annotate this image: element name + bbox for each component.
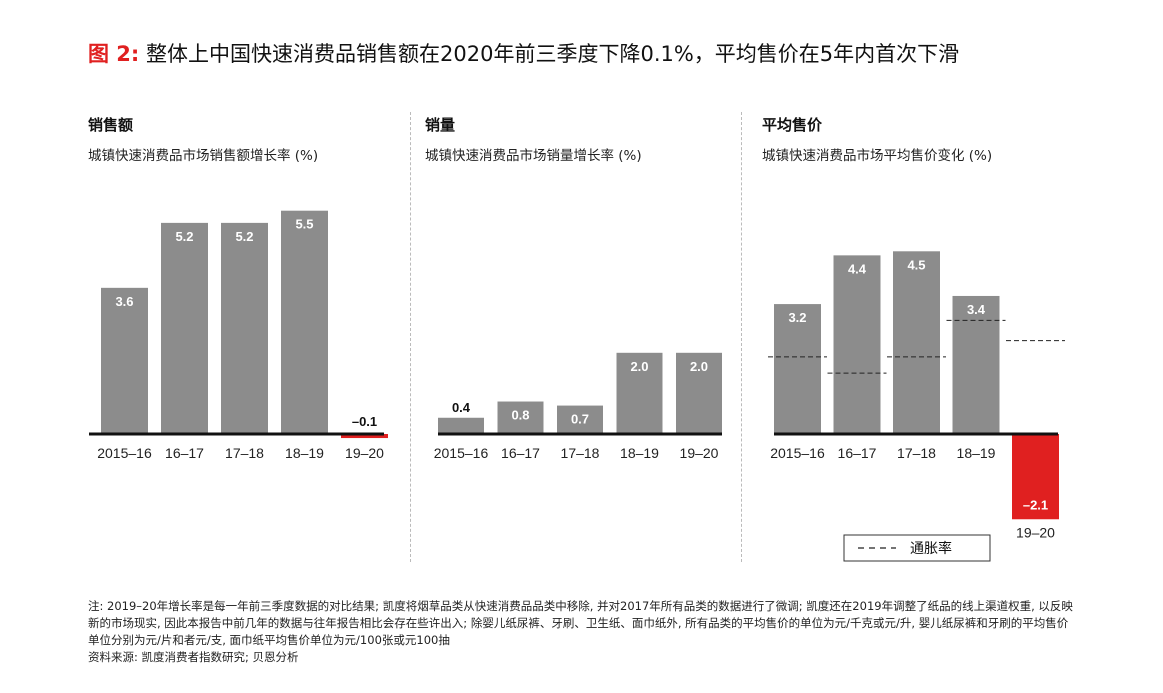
data-label: 3.6 bbox=[115, 294, 133, 309]
panel-divider bbox=[741, 112, 742, 562]
tick-label: 2015–16 bbox=[770, 445, 825, 461]
figure-title: 图 2: 整体上中国快速消费品销售额在2020年前三季度下降0.1%，平均售价在… bbox=[88, 38, 959, 68]
tick-label: 19–20 bbox=[345, 445, 384, 461]
footnote: 注: 2019–20年增长率是每一年前三季度数据的对比结果; 凯度将烟草品类从快… bbox=[88, 598, 1078, 666]
data-label: 0.7 bbox=[571, 412, 589, 427]
panel-subtitle: 城镇快速消费品市场销量增长率 (%) bbox=[425, 147, 642, 164]
bar bbox=[341, 434, 388, 439]
data-label: 5.2 bbox=[175, 229, 193, 244]
bar bbox=[557, 405, 603, 434]
tick-label: 2015–16 bbox=[434, 445, 489, 461]
bar bbox=[676, 352, 722, 434]
bar bbox=[952, 295, 1000, 434]
bar bbox=[893, 251, 940, 434]
tick-label: 17–18 bbox=[561, 445, 600, 461]
tick-label: 2015–16 bbox=[97, 445, 152, 461]
tick-label: 18–19 bbox=[957, 445, 996, 461]
legend-label: 通胀率 bbox=[910, 540, 952, 557]
bar bbox=[497, 401, 544, 434]
tick-label: 19–20 bbox=[1016, 524, 1055, 540]
data-label: –2.1 bbox=[1023, 497, 1048, 512]
data-label: 5.2 bbox=[235, 229, 253, 244]
bar bbox=[1012, 434, 1059, 520]
figure-title-text: 整体上中国快速消费品销售额在2020年前三季度下降0.1%，平均售价在5年内首次… bbox=[146, 42, 960, 66]
data-label: 3.4 bbox=[967, 302, 986, 317]
footnote-note: 注: 2019–20年增长率是每一年前三季度数据的对比结果; 凯度将烟草品类从快… bbox=[88, 599, 1073, 647]
bar bbox=[616, 352, 663, 434]
panel-subtitle: 城镇快速消费品市场平均售价变化 (%) bbox=[762, 147, 992, 164]
data-label: 4.5 bbox=[907, 257, 925, 272]
bar bbox=[221, 222, 268, 434]
data-label: 2.0 bbox=[630, 359, 648, 374]
data-label: 3.2 bbox=[788, 310, 806, 325]
data-label: 4.4 bbox=[848, 261, 867, 276]
bar bbox=[774, 304, 821, 434]
bar bbox=[438, 417, 484, 434]
panel-title: 平均售价 bbox=[762, 116, 823, 134]
panel-title: 销量 bbox=[425, 116, 455, 134]
tick-label: 16–17 bbox=[501, 445, 540, 461]
panel-title: 销售额 bbox=[88, 116, 133, 134]
bar bbox=[101, 287, 148, 434]
tick-label: 19–20 bbox=[680, 445, 719, 461]
figure-number: 图 2: bbox=[88, 42, 140, 66]
data-label: 0.8 bbox=[511, 408, 529, 423]
tick-label: 18–19 bbox=[620, 445, 659, 461]
tick-label: 17–18 bbox=[897, 445, 936, 461]
data-label: –0.1 bbox=[352, 414, 377, 429]
panel-subtitle: 城镇快速消费品市场销售额增长率 (%) bbox=[88, 147, 318, 164]
bar bbox=[161, 222, 208, 434]
bar bbox=[281, 210, 328, 434]
tick-label: 16–17 bbox=[165, 445, 204, 461]
data-label: 5.5 bbox=[295, 217, 313, 232]
bar bbox=[833, 255, 881, 434]
data-label: 2.0 bbox=[690, 359, 708, 374]
tick-label: 18–19 bbox=[285, 445, 324, 461]
data-label: 0.4 bbox=[452, 400, 471, 415]
legend-box bbox=[843, 534, 991, 562]
tick-label: 17–18 bbox=[225, 445, 264, 461]
panel-divider bbox=[410, 112, 411, 562]
tick-label: 16–17 bbox=[838, 445, 877, 461]
footnote-source: 资料来源: 凯度消费者指数研究; 贝恩分析 bbox=[88, 650, 299, 664]
